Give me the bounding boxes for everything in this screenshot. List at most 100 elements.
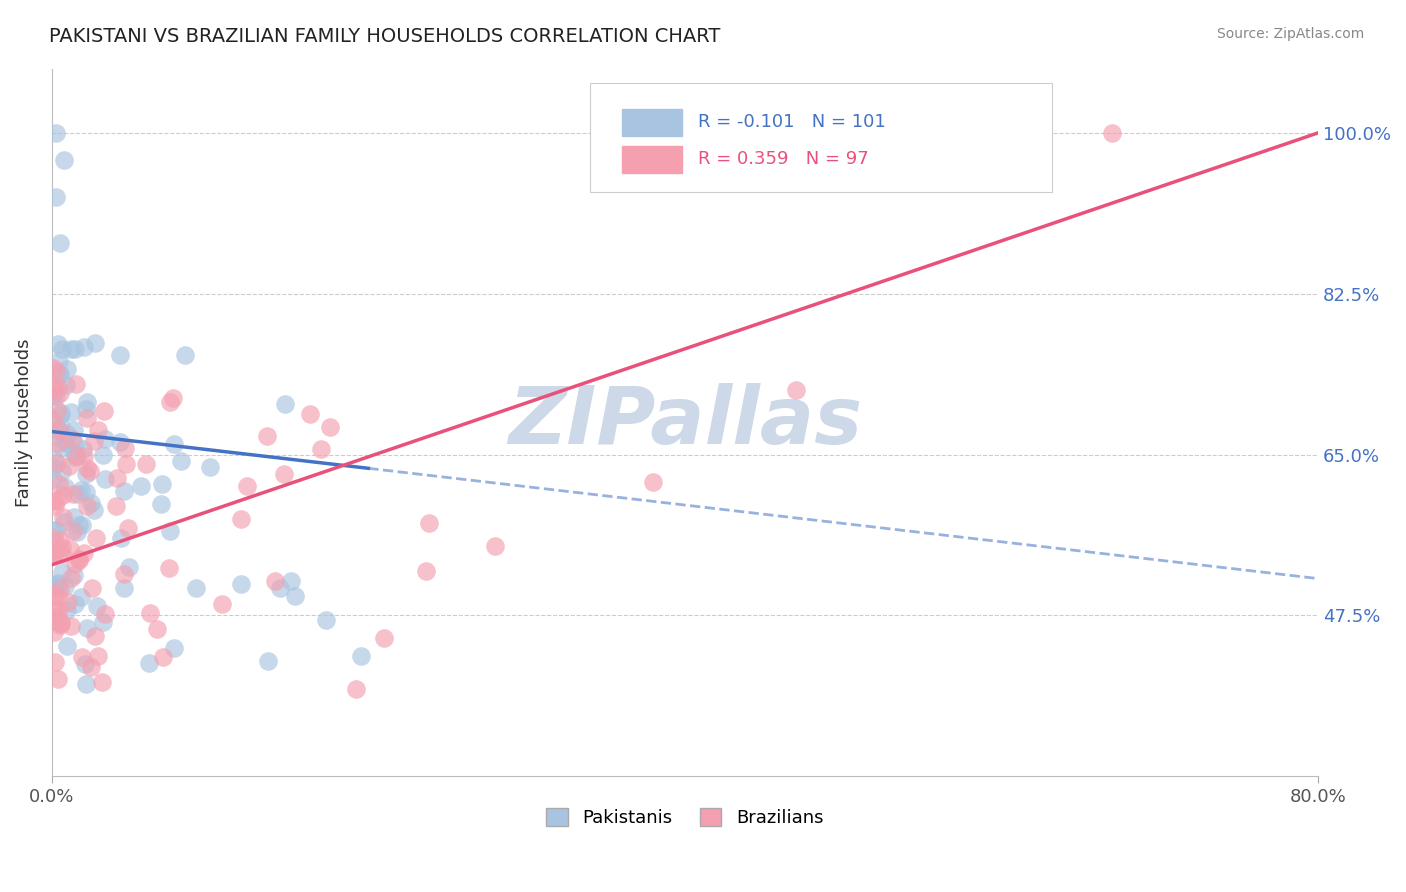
Point: [42, 588, 65, 602]
Point: [87, 648, 110, 663]
Point: [75, 677, 97, 691]
Point: [146, 623, 169, 637]
Point: [49, 419, 72, 434]
Point: [79, 464, 101, 478]
Point: [49, 533, 72, 547]
Point: [373, 632, 395, 646]
Point: [84, 531, 107, 545]
Point: [229, 577, 252, 591]
Point: [62, 486, 84, 500]
Point: [273, 467, 295, 482]
Point: [51, 441, 73, 455]
Point: [93, 432, 115, 446]
Point: [129, 478, 152, 492]
Point: [66, 524, 89, 539]
Point: [67, 487, 90, 501]
Point: [48, 386, 70, 401]
Point: [48, 477, 70, 491]
Point: [83, 434, 105, 449]
Point: [60, 432, 83, 446]
Point: [91, 615, 114, 630]
Point: [79, 496, 101, 510]
Point: [415, 564, 437, 578]
Point: [264, 574, 287, 588]
Point: [65, 450, 87, 464]
Point: [42, 579, 65, 593]
Point: [53, 578, 76, 592]
Point: [139, 606, 162, 620]
Point: [115, 457, 138, 471]
Point: [58, 459, 80, 474]
Point: [76, 410, 98, 425]
Point: [86, 599, 108, 613]
Point: [45, 364, 67, 378]
Point: [75, 484, 97, 499]
Point: [315, 613, 337, 627]
Text: PAKISTANI VS BRAZILIAN FAMILY HOUSEHOLDS CORRELATION CHART: PAKISTANI VS BRAZILIAN FAMILY HOUSEHOLDS…: [49, 27, 721, 45]
Point: [87, 423, 110, 437]
Point: [42, 377, 65, 392]
Point: [157, 560, 180, 574]
Point: [46, 337, 69, 351]
Point: [52, 434, 75, 448]
Point: [75, 467, 97, 481]
Point: [42, 549, 65, 563]
Point: [163, 437, 186, 451]
Point: [110, 531, 132, 545]
Point: [70, 518, 93, 533]
Point: [105, 471, 128, 485]
Point: [63, 509, 86, 524]
Point: [56, 361, 79, 376]
Point: [63, 342, 86, 356]
Text: ZIPallas: ZIPallas: [508, 384, 862, 461]
Point: [66, 449, 89, 463]
Point: [62, 524, 84, 539]
Point: [138, 656, 160, 670]
Point: [211, 597, 233, 611]
Point: [70, 483, 93, 498]
Point: [51, 464, 73, 478]
Point: [170, 453, 193, 467]
Point: [63, 598, 86, 612]
Point: [42, 545, 65, 559]
Point: [59, 541, 82, 556]
Point: [80, 660, 103, 674]
Point: [46, 436, 69, 450]
Point: [49, 615, 72, 630]
Point: [48, 368, 70, 382]
Point: [280, 574, 302, 588]
Point: [298, 407, 321, 421]
Point: [60, 571, 83, 585]
Point: [93, 404, 115, 418]
Point: [104, 499, 127, 513]
Point: [135, 457, 157, 471]
Point: [91, 448, 114, 462]
Point: [44, 615, 66, 629]
Point: [60, 342, 83, 356]
Point: [45, 609, 67, 624]
Point: [48, 368, 70, 383]
Point: [44, 545, 66, 559]
Point: [59, 405, 82, 419]
Point: [49, 406, 72, 420]
Point: [108, 348, 131, 362]
Point: [53, 515, 76, 529]
Point: [73, 657, 96, 672]
Point: [83, 502, 105, 516]
FancyBboxPatch shape: [621, 145, 682, 172]
Point: [44, 614, 66, 628]
Point: [84, 335, 107, 350]
Y-axis label: Family Households: Family Households: [15, 338, 32, 507]
Point: [67, 551, 90, 566]
Point: [44, 493, 66, 508]
Point: [62, 423, 84, 437]
Point: [49, 617, 72, 632]
Point: [42, 429, 65, 443]
Point: [42, 625, 65, 640]
Text: R = -0.101   N = 101: R = -0.101 N = 101: [697, 113, 886, 131]
Point: [229, 512, 252, 526]
Point: [48, 542, 70, 557]
Point: [62, 446, 84, 460]
Point: [63, 557, 86, 571]
Point: [52, 509, 75, 524]
